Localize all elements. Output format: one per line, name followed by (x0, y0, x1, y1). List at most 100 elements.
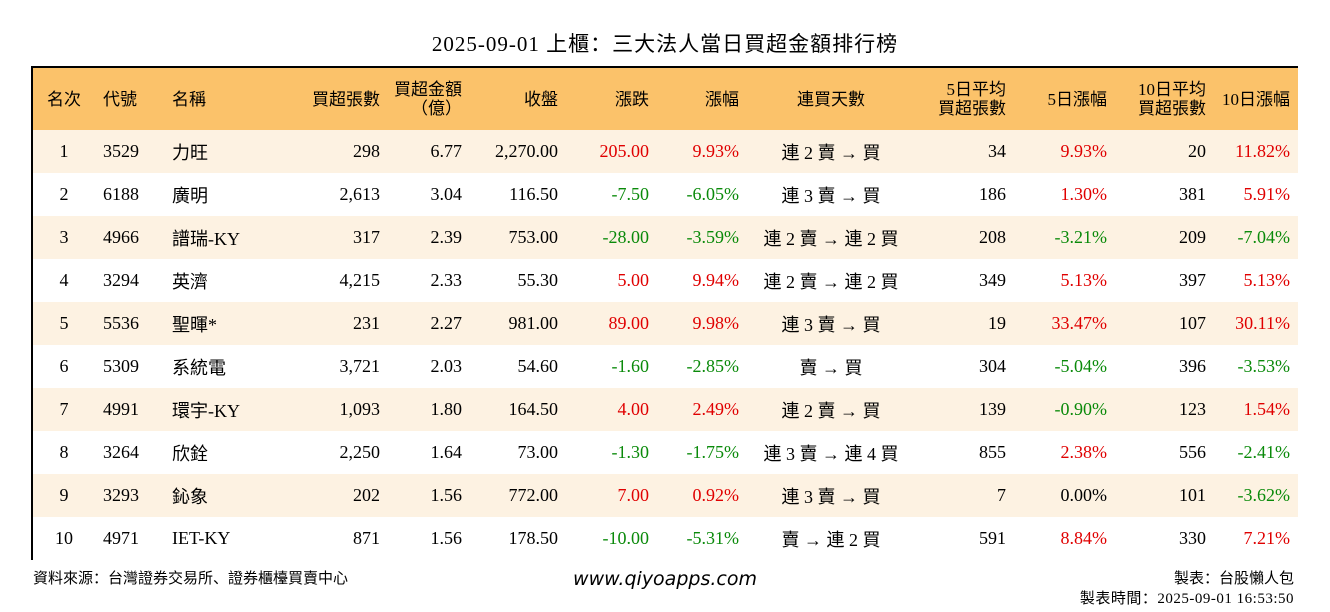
cell-streak: 連 3 賣 → 買 (781, 486, 881, 507)
header-avg5-line1: 5日平均 (946, 80, 1007, 99)
cell-avg5: 855 (979, 442, 1006, 462)
cell-name: 聖暉* (172, 314, 217, 335)
cell-rank: 8 (59, 442, 69, 462)
header-name: 名稱 (172, 89, 206, 109)
cell-avg10: 556 (1179, 442, 1206, 462)
header-avg10-line2: 買超張數 (1138, 99, 1206, 118)
cell-pct: 0.92% (692, 485, 740, 505)
table-row: 1 3529 力旺 298 6.77 2,270.00 205.00 9.93% 連 2 賣 →… (33, 130, 1298, 173)
cell-streak: 連 3 賣 → 買 (781, 314, 881, 335)
cell-code: 4991 (103, 399, 139, 419)
cell-close: 164.50 (508, 399, 559, 419)
header-pct10: 10日漲幅 (1222, 89, 1290, 109)
cell-rank: 5 (59, 313, 69, 333)
header-pct5: 5日漲幅 (1047, 89, 1108, 109)
cell-name: 環宇-KY (172, 400, 240, 421)
cell-avg5: 304 (979, 356, 1006, 376)
cell-code: 3264 (103, 442, 139, 462)
cell-buy-lots: 317 (353, 227, 380, 247)
cell-avg5: 349 (979, 270, 1006, 290)
cell-rank: 9 (59, 485, 69, 505)
cell-avg10: 20 (1188, 141, 1206, 161)
table-row: 9 3293 鈊象 202 1.56 772.00 7.00 0.92% 連 3 賣 → 買 7 0… (33, 474, 1298, 517)
cell-code: 4966 (103, 227, 139, 247)
data-source: 資料來源：台灣證券交易所、證券櫃檯買賣中心 (33, 571, 349, 587)
cell-pct10: -7.04% (1237, 227, 1291, 247)
cell-avg5: 34 (988, 141, 1006, 161)
cell-pct: 9.98% (692, 313, 740, 333)
cell-change: 4.00 (617, 399, 650, 419)
header-code: 代號 (103, 89, 137, 109)
cell-streak: 賣 → 連 2 買 (781, 529, 881, 550)
cell-name: 英濟 (172, 271, 208, 292)
cell-close: 178.50 (508, 528, 559, 548)
cell-rank: 10 (55, 528, 73, 548)
cell-rank: 1 (59, 141, 69, 161)
cell-close: 753.00 (508, 227, 559, 247)
cell-buy-lots: 3,721 (339, 356, 381, 376)
cell-change: 5.00 (617, 270, 650, 290)
cell-pct5: -0.90% (1054, 399, 1108, 419)
header-buy-amount-line2: （億） (411, 99, 462, 118)
cell-pct5: -5.04% (1054, 356, 1108, 376)
cell-pct10: 1.54% (1243, 399, 1291, 419)
header-pct: 漲幅 (705, 89, 739, 109)
cell-pct: -3.59% (686, 227, 740, 247)
cell-buy-lots: 2,250 (339, 442, 381, 462)
cell-avg5: 186 (979, 184, 1006, 204)
cell-close: 54.60 (517, 356, 559, 376)
page-title: 2025-09-01 上櫃：三大法人當日買超金額排行榜 (431, 32, 899, 56)
cell-rank: 2 (59, 184, 69, 204)
table-row: 3 4966 譜瑞-KY 317 2.39 753.00 -28.00 -3.59% 連 2 賣… (33, 216, 1298, 259)
cell-buy-amount: 2.39 (430, 227, 463, 247)
cell-avg10: 209 (1179, 227, 1206, 247)
header-buy-amount-line1: 買超金額 (394, 80, 462, 99)
cell-avg10: 396 (1179, 356, 1206, 376)
header-rank: 名次 (47, 89, 81, 109)
cell-buy-amount: 2.03 (430, 356, 463, 376)
cell-avg10: 123 (1179, 399, 1206, 419)
cell-pct5: 9.93% (1060, 141, 1108, 161)
cell-buy-lots: 1,093 (339, 399, 381, 419)
cell-close: 55.30 (517, 270, 559, 290)
cell-pct10: 30.11% (1235, 313, 1290, 333)
website-link[interactable]: www.qiyoapps.com (573, 568, 757, 590)
header-close: 收盤 (524, 89, 558, 109)
cell-buy-amount: 1.64 (430, 442, 463, 462)
cell-close: 772.00 (508, 485, 559, 505)
cell-rank: 4 (59, 270, 69, 290)
cell-buy-amount: 1.56 (430, 528, 463, 548)
cell-pct5: -3.21% (1054, 227, 1108, 247)
cell-streak: 連 2 賣 → 連 2 買 (763, 228, 899, 249)
cell-change: -7.50 (611, 184, 650, 204)
generated-time: 製表時間：2025-09-01 16:53:50 (1079, 591, 1294, 607)
cell-streak: 賣 → 買 (799, 357, 863, 378)
cell-pct10: 5.13% (1243, 270, 1291, 290)
cell-pct10: -3.62% (1237, 485, 1291, 505)
cell-code: 5536 (103, 313, 139, 333)
header-avg10-line1: 10日平均 (1138, 80, 1206, 99)
table-row: 6 5309 系統電 3,721 2.03 54.60 -1.60 -2.85% 賣 → 買 30… (33, 345, 1298, 388)
table-row: 5 5536 聖暉* 231 2.27 981.00 89.00 9.98% 連 3 賣 → 買… (33, 302, 1298, 345)
cell-pct: 2.49% (692, 399, 740, 419)
cell-pct5: 8.84% (1060, 528, 1108, 548)
cell-pct: -5.31% (686, 528, 740, 548)
cell-buy-amount: 2.33 (430, 270, 463, 290)
cell-avg10: 107 (1179, 313, 1206, 333)
header-buy-lots: 買超張數 (312, 89, 380, 109)
cell-streak: 連 3 賣 → 連 4 買 (763, 443, 899, 464)
cell-buy-lots: 231 (353, 313, 380, 333)
header-change: 漲跌 (615, 89, 649, 109)
cell-close: 2,270.00 (495, 141, 558, 161)
cell-avg5: 139 (979, 399, 1006, 419)
header-avg5-line2: 買超張數 (938, 99, 1006, 118)
cell-streak: 連 2 賣 → 買 (781, 142, 881, 163)
table-row: 2 6188 廣明 2,613 3.04 116.50 -7.50 -6.05% 連 3 賣 →… (33, 173, 1298, 216)
cell-code: 3294 (103, 270, 139, 290)
cell-streak: 連 2 賣 → 連 2 買 (763, 271, 899, 292)
cell-code: 5309 (103, 356, 139, 376)
cell-avg10: 101 (1179, 485, 1206, 505)
cell-pct10: 11.82% (1235, 141, 1290, 161)
cell-pct5: 0.00% (1060, 485, 1108, 505)
cell-close: 981.00 (508, 313, 559, 333)
